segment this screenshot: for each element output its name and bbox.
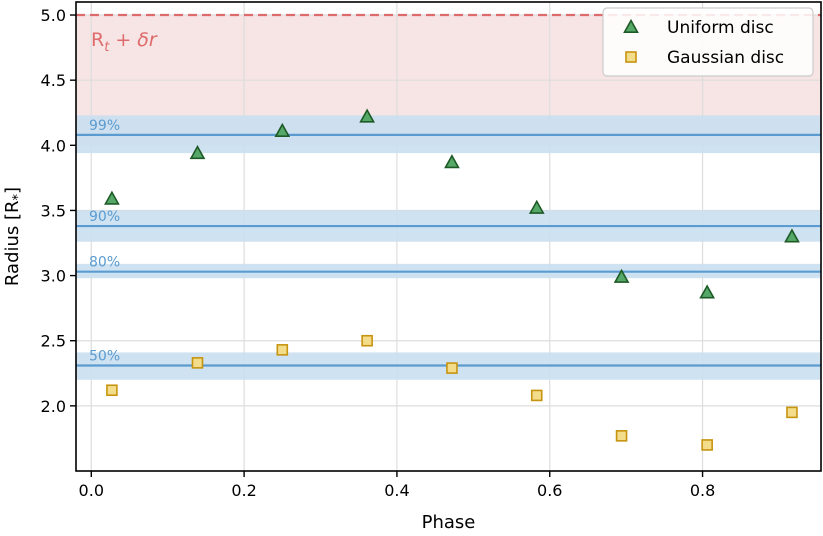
uniform-disc-point xyxy=(359,108,375,123)
legend-label-1: Gaussian disc xyxy=(667,48,784,68)
x-axis-title: Phase xyxy=(422,512,476,533)
gaussian-disc-point xyxy=(361,334,373,347)
x-tick-label: 0.6 xyxy=(537,481,562,500)
uniform-disc-point xyxy=(528,199,545,214)
y-axis-title: Radius [R*] xyxy=(2,187,26,286)
uniform-disc-point xyxy=(613,268,630,283)
x-tick-label: 0.4 xyxy=(384,481,409,500)
legend-marker-1 xyxy=(625,51,637,63)
y-tick-label: 2.5 xyxy=(41,332,66,351)
data-points xyxy=(104,108,800,451)
y-tick-label: 3.0 xyxy=(41,267,66,286)
plot-frame xyxy=(75,1,822,472)
gaussian-disc-point xyxy=(701,439,713,451)
legend-box xyxy=(602,7,814,77)
y-tick-label: 3.5 xyxy=(41,201,66,220)
percentile-label-2: 80% xyxy=(89,255,120,271)
truncation-label: Rt + δr xyxy=(91,29,158,55)
uniform-disc-point xyxy=(189,144,206,160)
y-tick-label: 4.0 xyxy=(41,136,66,155)
y-tick-label: 2.0 xyxy=(41,397,66,416)
gaussian-disc-point xyxy=(446,362,458,374)
y-tick-label: 4.5 xyxy=(41,71,66,90)
uniform-disc-point xyxy=(104,190,120,205)
x-tick-label: 0.2 xyxy=(231,481,256,500)
uniform-disc-point xyxy=(274,122,291,137)
percentile-label-1: 90% xyxy=(89,209,120,225)
legend-label-0: Uniform disc xyxy=(667,18,774,38)
x-tick-label: 0.0 xyxy=(79,481,104,500)
x-tick-label: 0.8 xyxy=(690,481,715,500)
legend-marker-0 xyxy=(623,18,639,34)
percentile-bands: 99% 90% 80% 50% Rt + δr xyxy=(76,13,821,380)
uniform-disc-point xyxy=(784,228,800,243)
uniform-disc-point xyxy=(444,154,460,169)
gaussian-disc-point xyxy=(276,344,289,356)
gaussian-disc-point xyxy=(106,384,118,397)
percentile-label-3: 50% xyxy=(89,348,120,364)
y-tick-label: 5.0 xyxy=(41,6,66,25)
gaussian-disc-point xyxy=(615,430,628,442)
legend: Uniform disc Gaussian disc xyxy=(602,7,814,77)
gaussian-disc-point xyxy=(191,357,204,369)
gaussian-disc-point xyxy=(786,406,798,419)
gaussian-disc-point xyxy=(530,389,543,402)
percentile-label-0: 99% xyxy=(89,118,120,134)
uniform-disc-point xyxy=(699,284,716,299)
